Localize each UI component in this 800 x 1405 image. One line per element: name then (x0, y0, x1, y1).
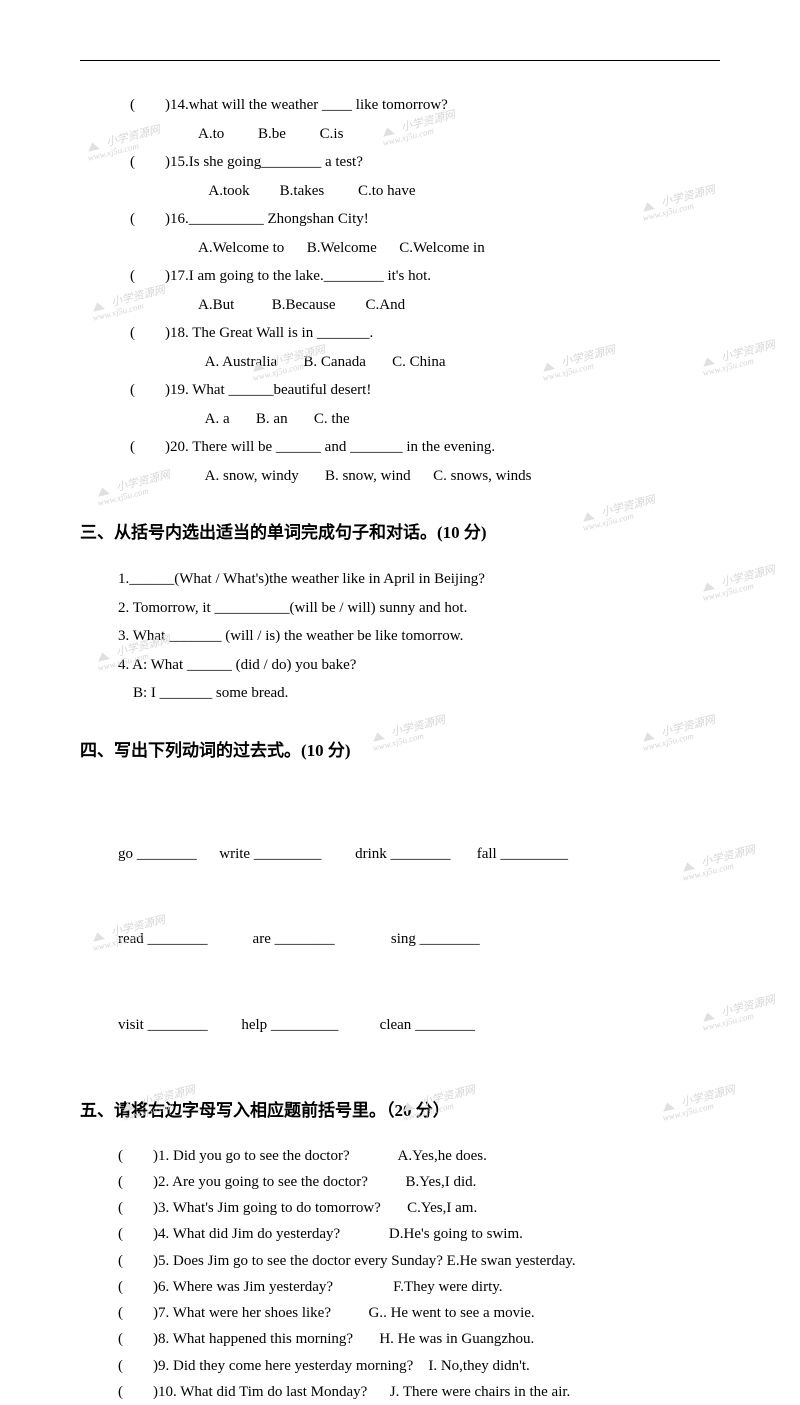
q19-stem: ( )19. What ______beautiful desert! (130, 376, 720, 405)
s3-q2: 2. Tomorrow, it __________(will be / wil… (118, 594, 720, 623)
s4-row3: visit ________ help _________ clean ____… (118, 1011, 720, 1040)
q17-stem: ( )17.I am going to the lake.________ it… (130, 262, 720, 291)
q18-stem: ( )18. The Great Wall is in _______. (130, 319, 720, 348)
s5-r1: ( )1. Did you go to see the doctor? A.Ye… (118, 1143, 720, 1169)
section2-questions: ( )14.what will the weather ____ like to… (130, 91, 720, 490)
s5-r6: ( )6. Where was Jim yesterday? F.They we… (118, 1274, 720, 1300)
s3-q1: 1.______(What / What's)the weather like … (118, 565, 720, 594)
q14-stem: ( )14.what will the weather ____ like to… (130, 91, 720, 120)
s5-r9: ( )9. Did they come here yesterday morni… (118, 1353, 720, 1379)
q17-options: A.But B.Because C.And (198, 291, 720, 320)
section4-title: 四、写出下列动词的过去式。(10 分) (80, 736, 720, 761)
q20-options: A. snow, windy B. snow, wind C. snows, w… (198, 462, 720, 491)
s3-q4a: 4. A: What ______ (did / do) you bake? (118, 651, 720, 680)
s3-q3: 3. What _______ (will / is) the weather … (118, 622, 720, 651)
section5-title: 五、请将右边字母写入相应题前括号里。（20 分） (80, 1096, 720, 1121)
q19-options: A. a B. an C. the (198, 405, 720, 434)
top-horizontal-rule (80, 60, 720, 61)
q15-options: A.took B.takes C.to have (198, 177, 720, 206)
q16-stem: ( )16.__________ Zhongshan City! (130, 205, 720, 234)
s4-row2: read ________ are ________ sing ________ (118, 925, 720, 954)
q14-options: A.to B.be C.is (198, 120, 720, 149)
s5-r7: ( )7. What were her shoes like? G.. He w… (118, 1300, 720, 1326)
section5-questions: ( )1. Did you go to see the doctor? A.Ye… (118, 1143, 720, 1405)
section3-title: 三、从括号内选出适当的单词完成句子和对话。(10 分) (80, 518, 720, 543)
q16-options: A.Welcome to B.Welcome C.Welcome in (198, 234, 720, 263)
q15-stem: ( )15.Is she going________ a test? (130, 148, 720, 177)
s5-r5: ( )5. Does Jim go to see the doctor ever… (118, 1248, 720, 1274)
section4-questions: go ________ write _________ drink ______… (118, 783, 720, 1068)
s5-r8: ( )8. What happened this morning? H. He … (118, 1326, 720, 1352)
section3-questions: 1.______(What / What's)the weather like … (118, 565, 720, 708)
s5-r3: ( )3. What's Jim going to do tomorrow? C… (118, 1195, 720, 1221)
s3-q4b: B: I _______ some bread. (118, 679, 720, 708)
s5-r10: ( )10. What did Tim do last Monday? J. T… (118, 1379, 720, 1405)
s5-r4: ( )4. What did Jim do yesterday? D.He's … (118, 1221, 720, 1247)
s4-row1: go ________ write _________ drink ______… (118, 840, 720, 869)
q18-options: A. Australia B. Canada C. China (198, 348, 720, 377)
q20-stem: ( )20. There will be ______ and _______ … (130, 433, 720, 462)
s5-r2: ( )2. Are you going to see the doctor? B… (118, 1169, 720, 1195)
